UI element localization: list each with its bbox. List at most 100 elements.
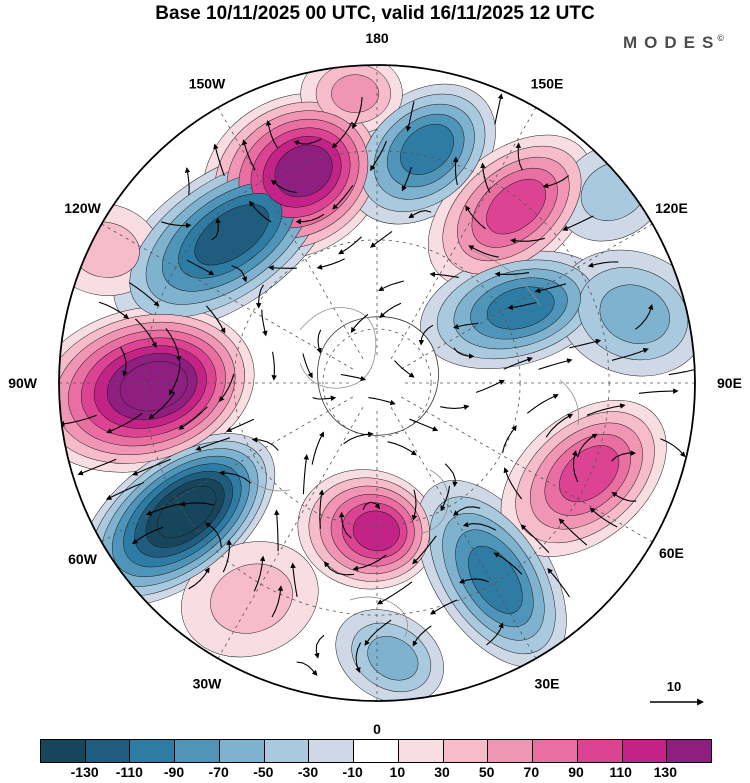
wind-arrow [98, 301, 130, 319]
anomaly-contour [486, 178, 546, 235]
wind-arrow [370, 140, 388, 172]
wind-arrow [589, 507, 618, 528]
anomaly-contour [194, 204, 269, 266]
anomaly-contour [352, 510, 400, 552]
wind-arrow [362, 501, 381, 511]
wind-arrow [502, 425, 517, 453]
colorbar-tick-label: 50 [478, 764, 495, 780]
wind-arrow [587, 261, 619, 268]
colorbar-cell [442, 740, 488, 762]
wind-arrow [452, 506, 481, 516]
wind-arrow [660, 438, 686, 458]
colorbar-tick-label: -10 [342, 764, 363, 780]
colorbar-tick-label: 70 [523, 764, 540, 780]
wind-arrow [440, 404, 470, 410]
wind-arrow [520, 524, 550, 553]
wind-arrow [271, 351, 277, 381]
longitude-label: 30W [193, 675, 223, 691]
wind-arrow [418, 324, 434, 346]
wind-arrow [369, 230, 393, 248]
wind-arrow [302, 353, 313, 379]
map-field [59, 65, 695, 701]
wind-arrow [59, 414, 97, 427]
wind-arrow [355, 642, 362, 674]
wind-arrow [465, 205, 486, 230]
wind-arrow [638, 388, 679, 394]
colorbar-cell [353, 740, 398, 762]
wind-arrow [268, 265, 297, 271]
wind-arrow [265, 119, 279, 149]
colorbar-tick-label: 130 [653, 764, 678, 780]
wind-arrow [486, 622, 504, 646]
wind-arrow [453, 322, 479, 330]
wind-arrow [558, 518, 588, 546]
wind-arrow [364, 619, 392, 646]
wind-arrow [188, 567, 210, 590]
wind-arrow [106, 412, 143, 434]
anomaly-contour [468, 545, 523, 614]
wind-arrow [542, 175, 570, 189]
wind-arrow [453, 347, 475, 359]
wind-arrow [340, 373, 367, 382]
wind-arrow [534, 283, 567, 294]
wind-arrow [429, 599, 458, 615]
wind-arrow [379, 302, 402, 319]
wind-arrow [296, 661, 318, 676]
wind-arrow [668, 366, 695, 376]
colorbar-tick-label: 10 [389, 764, 406, 780]
wind-arrow [165, 327, 182, 362]
wind-arrow [311, 431, 324, 465]
wind-arrow [635, 304, 654, 330]
longitude-label: 120W [64, 200, 101, 216]
wind-arrow [314, 634, 325, 659]
wind-arrow [611, 450, 637, 462]
wind-arrow [290, 562, 298, 597]
colorbar-cell [129, 740, 175, 762]
wind-arrow [295, 213, 325, 225]
colorbar-cell [41, 740, 85, 762]
wind-arrow [611, 348, 649, 361]
wind-arrow [323, 561, 355, 576]
wind-arrow [312, 395, 337, 401]
longitude-label: 120E [655, 200, 688, 216]
anomaly-contour [486, 286, 555, 330]
colorbar-cell [397, 740, 443, 762]
wind-arrow [146, 502, 184, 516]
longitude-label: 60E [659, 545, 684, 561]
wind-arrow [178, 406, 208, 430]
longitude-label: 60W [68, 551, 98, 567]
wind-arrow [251, 437, 279, 451]
wind-arrow [168, 362, 181, 396]
colorbar-cell [263, 740, 309, 762]
wind-arrow [571, 449, 579, 483]
wind-arrow [293, 138, 322, 146]
wind-arrow [161, 221, 192, 229]
colorbar-cell [174, 740, 219, 762]
colorbar-cell [532, 740, 577, 762]
wind-arrow [378, 280, 404, 291]
colorbar-tick-label: -50 [253, 764, 274, 780]
wind-arrow [179, 501, 215, 507]
anomaly-contour [400, 123, 454, 175]
colorbar-tick-label: 90 [568, 764, 584, 780]
wind-arrow [128, 282, 160, 307]
wind-arrow [409, 418, 439, 432]
wind-arrow [248, 200, 272, 223]
wind-arrow [503, 357, 533, 370]
wind-arrow [218, 470, 252, 484]
coastlines [249, 249, 579, 638]
reference-arrow-label: 10 [667, 679, 681, 694]
wind-arrow [231, 265, 248, 283]
longitude-label: 90E [717, 375, 742, 391]
wind-vectors [59, 93, 695, 676]
wind-arrow [577, 433, 598, 458]
wind-arrow [569, 338, 602, 349]
wind-arrow [510, 237, 545, 244]
wind-arrow [338, 236, 362, 255]
wind-arrow [586, 403, 626, 416]
longitude-label: 150E [531, 76, 564, 92]
colorbar-tick-label: 110 [609, 764, 632, 780]
modes-logo: MODES© [623, 33, 724, 53]
wind-arrow [408, 210, 432, 219]
wind-arrow [331, 121, 353, 149]
